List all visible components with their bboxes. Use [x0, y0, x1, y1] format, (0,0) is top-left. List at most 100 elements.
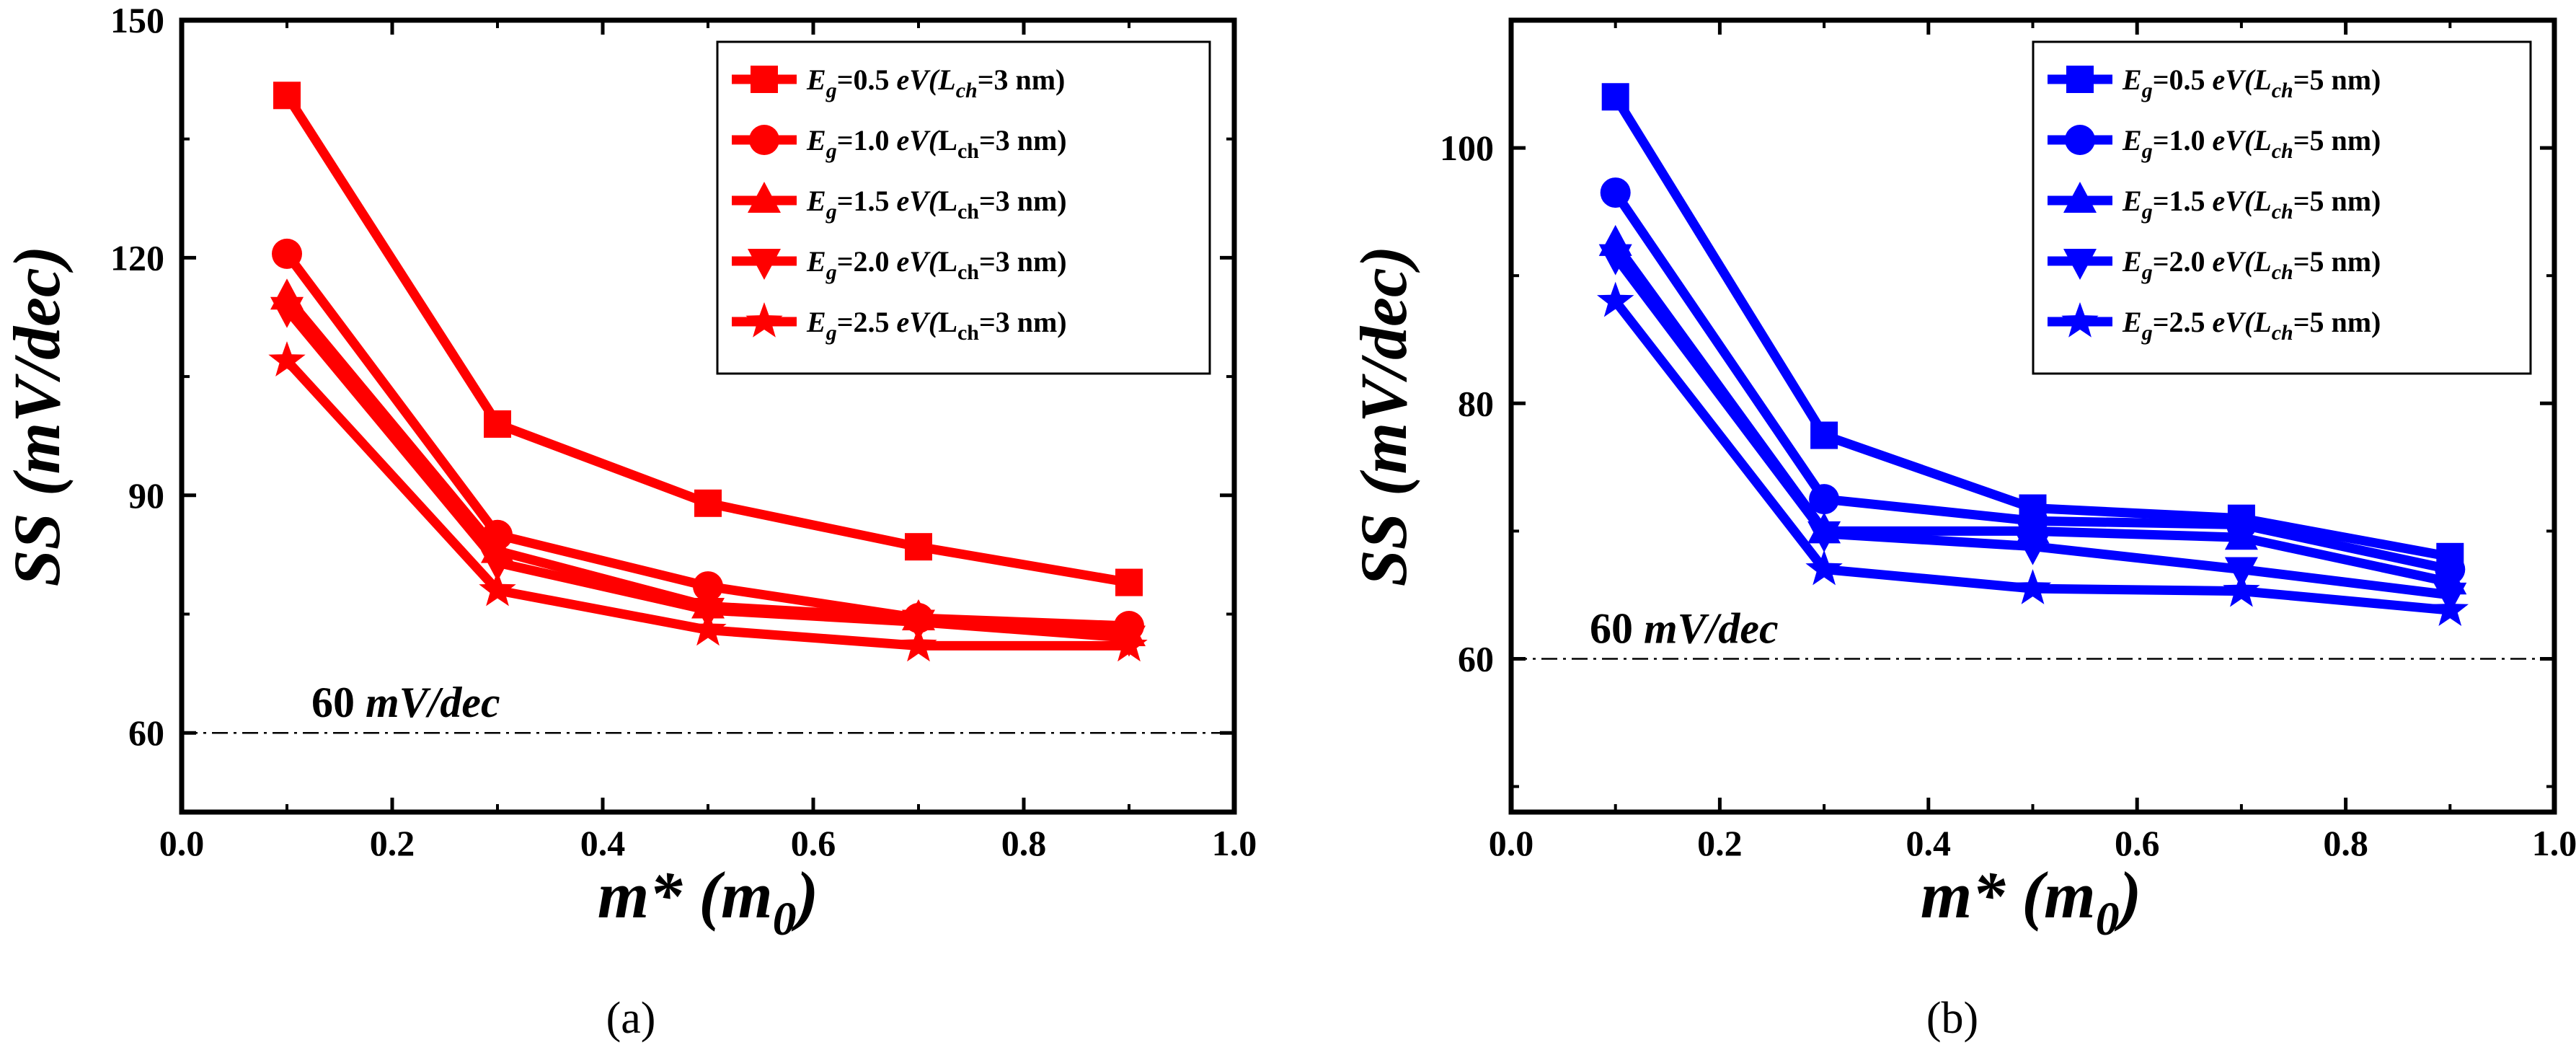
data-point — [1809, 484, 1840, 515]
legend-e: E — [2122, 124, 2142, 157]
legend-entry-3: Eg=1.5 eV(Lch=3 nm) — [732, 182, 1067, 224]
legend-l-subscript: ch — [957, 139, 979, 163]
legend-rest: =3 nm) — [978, 63, 1066, 96]
legend-e-subscript: g — [2141, 200, 2153, 224]
legend-label: Eg=2.5 eV(Lch=5 nm) — [2122, 306, 2381, 345]
data-point — [1110, 626, 1148, 662]
y-axis-title: SS (mV/dec) — [0, 246, 74, 587]
y-tick-label: 80 — [1458, 383, 1494, 423]
legend-label: Eg=1.5 eV(Lch=5 nm) — [2122, 185, 2381, 224]
data-point — [268, 341, 306, 376]
series-5 — [268, 341, 1148, 662]
legend-marker — [2063, 249, 2097, 280]
legend-label: Eg=2.0 eV(Lch=5 nm) — [2122, 245, 2381, 284]
legend-e: E — [806, 63, 826, 96]
legend-marker — [751, 66, 778, 93]
legend-entry-2: Eg=1.0 eV(Lch=5 nm) — [2048, 124, 2381, 163]
panel-caption: (a) — [606, 994, 656, 1043]
x-axis-title-subscript: 0 — [773, 893, 797, 945]
legend-l-subscript: ch — [2272, 260, 2293, 284]
data-point — [479, 570, 516, 607]
data-point — [273, 81, 301, 110]
legend-eg-value: =0.5 — [837, 63, 897, 96]
legend-rest: =5 nm) — [2293, 245, 2381, 278]
legend-l-subscript: ch — [2272, 79, 2293, 102]
data-point — [2223, 571, 2260, 607]
legend-label: Eg=1.0 eV(Lch=5 nm) — [2122, 124, 2381, 163]
legend-rest: =3 nm) — [979, 185, 1067, 217]
legend-ev: eV( — [896, 185, 939, 217]
data-point — [2016, 534, 2050, 565]
data-point — [2431, 591, 2469, 626]
legend-eg-value: =2.0 — [837, 245, 897, 278]
legend-entry-4: Eg=2.0 eV(Lch=3 nm) — [732, 245, 1067, 284]
reference-unit: mV/dec — [1644, 604, 1779, 652]
legend-l: L — [2253, 63, 2271, 96]
legend-entry-1: Eg=0.5 eV(Lch=3 nm) — [732, 63, 1065, 102]
data-point — [270, 296, 304, 328]
legend-rest: =5 nm) — [2293, 185, 2381, 217]
legend-eg-value: =1.5 — [837, 185, 897, 217]
y-tick-label: 100 — [1440, 128, 1494, 168]
reference-unit: mV/dec — [366, 679, 500, 726]
legend-marker — [745, 302, 783, 338]
legend-label: Eg=1.5 eV(Lch=3 nm) — [806, 185, 1067, 224]
legend-l-subscript: ch — [957, 260, 979, 284]
x-axis-title-main: m* (m — [1921, 858, 2096, 932]
legend-rest: =3 nm) — [979, 124, 1067, 157]
legend-ev: eV( — [2212, 124, 2255, 157]
legend-e: E — [2122, 306, 2142, 338]
x-axis-title: m* (m0) — [1921, 858, 2141, 945]
data-point — [1600, 177, 1631, 208]
legend-eg-value: =2.0 — [2153, 245, 2213, 278]
legend-entry-1: Eg=0.5 eV(Lch=5 nm) — [2048, 63, 2381, 102]
data-point — [1805, 550, 1843, 586]
legend-entry-2: Eg=1.0 eV(Lch=3 nm) — [732, 124, 1067, 163]
legend-l-subscript: ch — [957, 321, 979, 345]
x-tick-label: 0.2 — [370, 823, 415, 863]
data-point — [272, 238, 302, 269]
legend-e-subscript: g — [2141, 139, 2153, 163]
x-axis-title-close: ) — [2115, 858, 2142, 932]
legend-ev: eV( — [896, 245, 939, 278]
y-axis-title: SS (mV/dec) — [1347, 246, 1420, 587]
data-point — [689, 610, 727, 646]
legend-box — [2032, 40, 2532, 375]
legend-e: E — [806, 185, 826, 217]
legend-entry-5: Eg=2.5 eV(Lch=5 nm) — [2048, 302, 2381, 345]
reference-line-label: 60 mV/dec — [1590, 604, 1779, 652]
series-5 — [1597, 281, 2469, 626]
x-axis-title-close: ) — [792, 858, 819, 932]
data-point — [2224, 519, 2258, 550]
legend-l-subscript: ch — [2272, 139, 2293, 163]
data-point — [694, 489, 722, 517]
x-tick-label: 0.6 — [2115, 823, 2160, 863]
data-point — [1810, 421, 1838, 449]
legend-rest: =3 nm) — [979, 306, 1067, 338]
legend-rest: =5 nm) — [2293, 124, 2381, 157]
legend-ev: eV( — [896, 124, 939, 157]
data-point — [481, 550, 514, 582]
legend-l: L — [2253, 185, 2271, 217]
y-tick-label: 120 — [110, 237, 164, 278]
y-tick-label: 150 — [110, 0, 164, 40]
y-tick-label: 60 — [128, 713, 164, 753]
legend-e-subscript: g — [826, 260, 837, 284]
legend-marker — [2061, 302, 2099, 338]
data-point — [1601, 83, 1629, 111]
legend-l: L — [938, 124, 957, 157]
legend-rest: =5 nm) — [2293, 63, 2381, 96]
x-tick-label: 0.4 — [1906, 823, 1952, 863]
reference-value: 60 — [1590, 604, 1644, 652]
legend-marker — [2063, 182, 2097, 213]
y-tick-label: 90 — [128, 475, 164, 516]
legend-e-subscript: g — [826, 79, 837, 102]
legend-e-subscript: g — [826, 139, 837, 163]
x-tick-label: 0.6 — [791, 823, 836, 863]
x-tick-label: 0.0 — [1489, 823, 1534, 863]
data-point — [1115, 568, 1143, 596]
x-tick-label: 0.8 — [2323, 823, 2368, 863]
legend-rest: =3 nm) — [979, 245, 1067, 278]
panel-caption: (b) — [1926, 994, 1978, 1043]
legend-eg-value: =2.5 — [2153, 306, 2213, 338]
